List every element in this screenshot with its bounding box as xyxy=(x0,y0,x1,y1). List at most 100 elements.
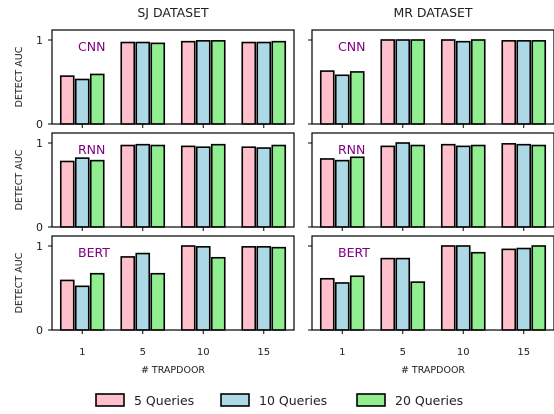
bar xyxy=(59,279,75,331)
y-axis-label: DETECT AUC xyxy=(14,149,25,210)
bar xyxy=(470,39,486,125)
legend-label: 5 Queries xyxy=(134,393,194,408)
bar xyxy=(349,275,365,331)
bar xyxy=(74,78,90,125)
y-tick-label: 1 xyxy=(36,137,43,150)
y-axis-label: DETECT AUC xyxy=(14,46,25,107)
bar xyxy=(349,156,365,228)
bar xyxy=(516,40,532,125)
bar xyxy=(150,272,166,331)
bar xyxy=(349,71,365,125)
bar xyxy=(241,41,257,125)
bar xyxy=(319,70,335,125)
bar xyxy=(150,42,166,125)
x-tick-label: 15 xyxy=(517,347,530,358)
bar xyxy=(395,39,411,125)
model-label: BERT xyxy=(78,245,110,260)
x-tick-label: 1 xyxy=(339,347,345,358)
y-tick-label: 0 xyxy=(36,221,43,234)
bar xyxy=(380,145,396,228)
y-axis-label: DETECT AUC xyxy=(14,252,25,313)
legend-swatch xyxy=(356,393,386,407)
bar xyxy=(89,159,105,228)
bar xyxy=(120,144,136,228)
bar xyxy=(59,75,75,125)
bar xyxy=(241,246,257,331)
model-label: CNN xyxy=(78,39,105,54)
bar xyxy=(455,40,471,125)
bar xyxy=(135,143,151,228)
bar xyxy=(74,285,90,331)
bar xyxy=(410,281,426,331)
legend-swatch xyxy=(95,393,125,407)
bar xyxy=(455,245,471,331)
x-tick-label: 15 xyxy=(257,347,270,358)
x-axis-label: # TRAPDOOR xyxy=(141,365,205,376)
x-tick-label: 1 xyxy=(79,347,85,358)
bar xyxy=(210,40,226,125)
y-tick-label: 1 xyxy=(36,34,43,47)
bar xyxy=(410,39,426,125)
bar xyxy=(210,256,226,331)
bar xyxy=(395,257,411,331)
bar xyxy=(89,73,105,125)
bar xyxy=(180,145,196,228)
panel-frame xyxy=(51,29,295,125)
bar xyxy=(135,252,151,331)
legend-swatch xyxy=(220,393,250,407)
bar xyxy=(334,74,350,125)
bar xyxy=(440,245,456,331)
column-title: MR DATASET xyxy=(393,5,472,20)
bar xyxy=(395,142,411,228)
bar xyxy=(516,247,532,331)
bar xyxy=(470,144,486,228)
panel-frame xyxy=(311,132,554,228)
bar xyxy=(195,146,211,228)
bar xyxy=(120,41,136,125)
bar xyxy=(271,246,287,331)
bar xyxy=(319,277,335,331)
bar xyxy=(150,144,166,228)
bar xyxy=(470,251,486,331)
bar xyxy=(120,256,136,331)
bar xyxy=(380,257,396,331)
y-tick-label: 0 xyxy=(36,324,43,337)
bar xyxy=(271,40,287,125)
bar xyxy=(531,40,547,125)
bar xyxy=(501,248,517,331)
bar xyxy=(455,145,471,228)
y-tick-label: 0 xyxy=(36,118,43,131)
bar xyxy=(256,147,272,228)
bar xyxy=(210,143,226,228)
bar xyxy=(516,143,532,228)
bar xyxy=(334,159,350,228)
y-tick-label: 1 xyxy=(36,240,43,253)
panel-frame xyxy=(51,235,295,331)
x-tick-label: 5 xyxy=(400,347,406,358)
panel-frame xyxy=(51,132,295,228)
bar xyxy=(135,41,151,125)
bar xyxy=(319,158,335,228)
bar xyxy=(195,246,211,331)
bar xyxy=(531,245,547,331)
model-label: BERT xyxy=(338,245,370,260)
bar xyxy=(241,146,257,228)
bar xyxy=(410,144,426,228)
bar xyxy=(256,246,272,331)
legend-label: 10 Queries xyxy=(259,393,327,408)
bar xyxy=(256,41,272,125)
bar xyxy=(334,282,350,331)
column-title: SJ DATASET xyxy=(137,5,209,20)
x-axis-label: # TRAPDOOR xyxy=(401,365,465,376)
bar xyxy=(271,144,287,228)
bar xyxy=(501,40,517,125)
bar xyxy=(180,40,196,125)
x-tick-label: 10 xyxy=(197,347,210,358)
model-label: RNN xyxy=(78,142,105,157)
bar xyxy=(440,143,456,228)
bar xyxy=(195,40,211,125)
bar xyxy=(180,245,196,331)
panel-frame xyxy=(311,235,554,331)
bar xyxy=(501,143,517,228)
